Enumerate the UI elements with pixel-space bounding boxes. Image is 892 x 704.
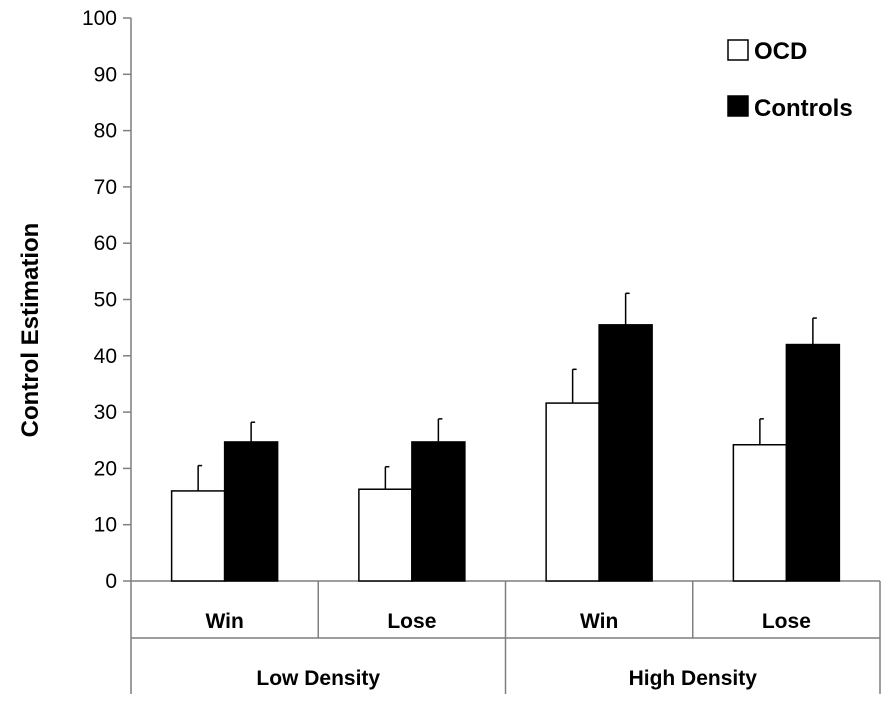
y-tick-label-0: 0 (105, 570, 117, 593)
x-category-label: Lose (762, 610, 811, 633)
y-axis-label: Control Estimation (17, 223, 44, 438)
x-category-label: Lose (387, 610, 436, 633)
legend-swatch-ocd (727, 39, 749, 61)
y-tick-label-10: 10 (94, 514, 117, 537)
y-tick-label-100: 100 (82, 7, 117, 30)
bar-ocd (732, 444, 788, 582)
bar-controls (411, 441, 466, 582)
y-tick-label-60: 60 (94, 232, 117, 255)
x-group-label: Low Density (256, 667, 380, 690)
bars-layer (170, 292, 841, 582)
legend-label-controls: Controls (754, 95, 853, 122)
y-tick-label-50: 50 (94, 289, 117, 312)
bar-ocd (170, 490, 226, 582)
x-group-label: High Density (629, 667, 758, 690)
legend-label-ocd: OCD (754, 38, 807, 65)
bar-controls (785, 343, 841, 582)
legend-swatch-controls (727, 95, 749, 117)
bar-controls (223, 441, 279, 582)
legend: OCD Controls (727, 38, 853, 122)
y-tick-label-30: 30 (94, 401, 117, 424)
axes-layer: 0 10 20 30 40 50 60 70 80 90 100 (82, 7, 881, 694)
y-tick-label-90: 90 (94, 63, 117, 86)
y-tick-label-20: 20 (94, 457, 117, 480)
y-tick-label-80: 80 (94, 120, 117, 143)
bar-ocd (358, 488, 413, 582)
x-category-label: Win (580, 610, 618, 633)
bar-ocd (545, 402, 600, 582)
bar-controls (598, 324, 653, 582)
labels-layer: Control Estimation Win Lose Win Lose Low Den… (17, 223, 811, 690)
x-category-label: Win (205, 610, 243, 633)
y-tick-label-70: 70 (94, 176, 117, 199)
y-tick-label-40: 40 (94, 345, 117, 368)
